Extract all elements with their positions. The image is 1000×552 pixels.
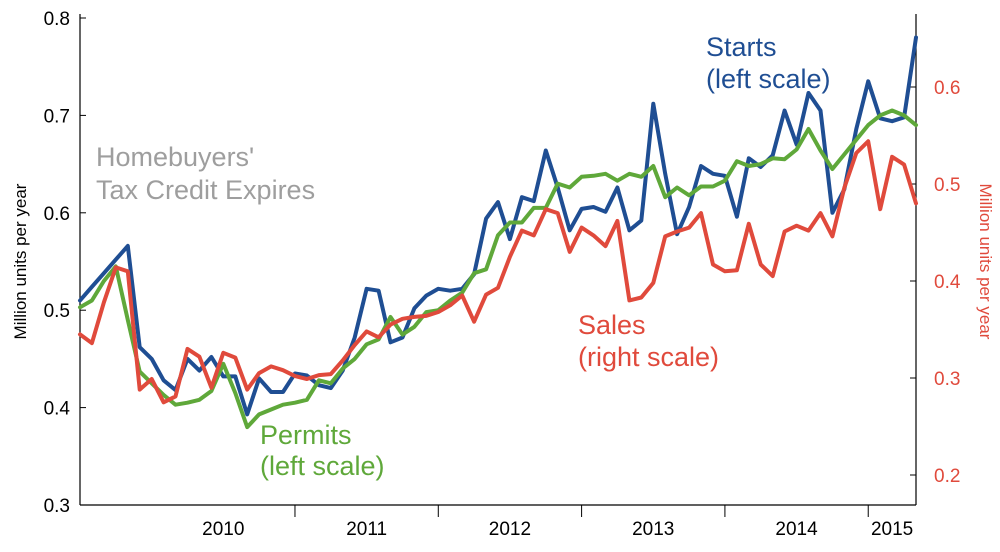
left-tick-label: 0.4	[44, 399, 71, 420]
right-tick-label: 0.3	[934, 369, 960, 390]
sales-annotation-line1: Sales	[578, 310, 646, 340]
starts-annotation-line2: (left scale)	[706, 64, 831, 94]
permits-annotation-line2: (left scale)	[260, 451, 385, 481]
permits-annotation-line1: Permits	[260, 420, 352, 450]
left-tick-label: 0.7	[44, 106, 70, 127]
x-tick-label: 2015	[871, 519, 913, 540]
right-tick-label: 0.5	[934, 175, 960, 196]
right-tick-label: 0.6	[934, 78, 960, 99]
left-axis-title: Million units per year	[11, 183, 30, 339]
left-tick-label: 0.3	[44, 496, 70, 517]
sales-annotation-line2: (right scale)	[578, 342, 719, 372]
annotations: Homebuyers' Tax Credit Expires Starts (l…	[96, 32, 831, 481]
tax-credit-annotation-line1: Homebuyers'	[96, 142, 254, 172]
right-tick-label: 0.4	[934, 272, 961, 293]
right-axis-title: Million units per year	[976, 184, 995, 340]
left-tick-label: 0.5	[44, 301, 70, 322]
left-tick-label: 0.8	[44, 9, 70, 30]
permits-series-line	[78, 108, 918, 430]
x-tick-label: 2010	[202, 519, 244, 540]
x-tick-label: 2011	[346, 519, 387, 540]
sales-series-line	[78, 139, 918, 405]
starts-series-line	[78, 35, 918, 417]
x-tick-label: 2012	[489, 519, 531, 540]
series	[78, 35, 918, 430]
x-tick-label: 2014	[775, 519, 818, 540]
starts-annotation-line1: Starts	[706, 32, 777, 62]
right-tick-label: 0.2	[934, 466, 960, 487]
axes: 0.3 0.4 0.5 0.6 0.7 0.8 0.2 0.3 0.4 0.5 0.6 2010 201…	[11, 9, 995, 540]
x-tick-label: 2013	[632, 519, 674, 540]
tax-credit-annotation-line2: Tax Credit Expires	[96, 175, 315, 205]
left-tick-label: 0.6	[44, 204, 70, 225]
